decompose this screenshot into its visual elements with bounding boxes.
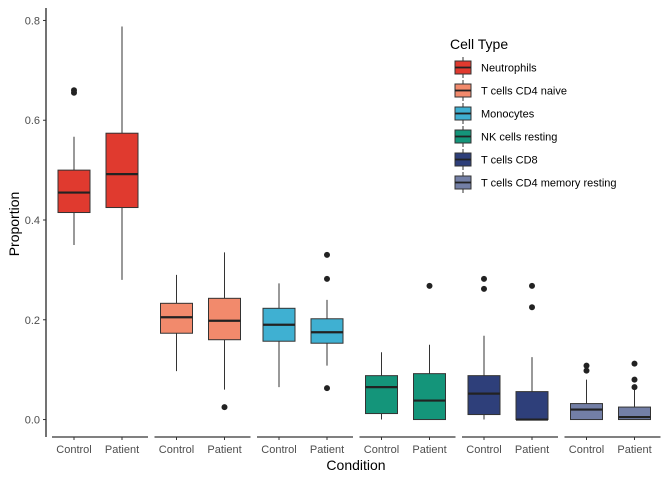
outlier-point (529, 282, 535, 289)
x-tick-label: Control (159, 444, 194, 456)
legend-item-monocytes: Monocytes (454, 103, 535, 124)
x-axis-title: Condition (326, 457, 385, 473)
box-iqr (515, 391, 549, 421)
x-tick-label: Control (364, 444, 399, 456)
plot-area (57, 26, 651, 421)
y-tick-label: 0.6 (25, 115, 40, 127)
box-neutrophils-control (57, 87, 91, 245)
legend-label: T cells CD8 (481, 155, 538, 167)
box-t-cells-cd4-memory-resting-patient (618, 360, 651, 421)
outlier-point (221, 404, 228, 411)
outlier-point (583, 362, 590, 369)
legend: Cell Type Neutrophils T cells CD4 naive Mo… (450, 36, 617, 193)
box-t-cells-cd4-naive-patient (208, 252, 241, 411)
legend-item-t-cells-cd4-memory-resting: T cells CD4 memory resting (454, 172, 617, 193)
box-nk-cells-resting-control (365, 352, 398, 420)
outlier-point (71, 87, 77, 94)
box-monocytes-patient (310, 251, 344, 392)
y-tick-label: 0.2 (25, 315, 40, 327)
y-axis-title: Proportion (6, 192, 22, 257)
legend-item-t-cells-cd4-naive: T cells CD4 naive (454, 80, 567, 101)
box-monocytes-control (262, 283, 296, 388)
x-tick-label: Patient (310, 444, 344, 456)
outlier-point (324, 275, 330, 282)
x-tick-label: Patient (617, 444, 651, 456)
facet-t-cells-cd4-naive (160, 252, 241, 411)
facet-monocytes (262, 251, 344, 392)
x-tick-label: Control (569, 444, 604, 456)
box-t-cells-cd8-patient (515, 282, 549, 421)
legend-item-t-cells-cd8: T cells CD8 (454, 149, 538, 170)
y-tick-label: 0.0 (25, 415, 40, 427)
legend-item-neutrophils: Neutrophils (454, 57, 537, 78)
box-iqr (467, 375, 501, 416)
legend-label: T cells CD4 memory resting (481, 178, 617, 190)
x-tick-label: Patient (515, 444, 549, 456)
facet-neutrophils (57, 26, 139, 280)
facet-t-cells-cd4-memory-resting (570, 360, 651, 421)
box-iqr (365, 375, 398, 415)
outlier-point (481, 275, 487, 282)
box-iqr (570, 403, 603, 421)
legend-label: NK cells resting (481, 132, 557, 144)
legend-label: T cells CD4 naive (481, 86, 567, 98)
outlier-point (324, 251, 330, 258)
x-axis: Control Patient Control Patient Control Patie… (52, 436, 661, 456)
x-tick-label: Patient (105, 444, 139, 456)
legend-item-nk-cells-resting: NK cells resting (454, 126, 557, 147)
outlier-point (481, 285, 487, 292)
outlier-point (631, 384, 638, 391)
x-tick-label: Patient (412, 444, 446, 456)
legend-label: Monocytes (481, 109, 535, 121)
box-t-cells-cd4-naive-control (160, 274, 193, 372)
box-iqr (208, 297, 241, 341)
outlier-point (324, 385, 330, 392)
outlier-point (426, 282, 433, 289)
outlier-point (631, 360, 638, 367)
outlier-point (631, 376, 638, 383)
y-tick-label: 0.4 (25, 215, 40, 227)
outlier-point (529, 304, 535, 311)
x-tick-label: Control (261, 444, 296, 456)
box-t-cells-cd4-memory-resting-control (570, 362, 603, 421)
box-nk-cells-resting-patient (413, 282, 446, 421)
box-neutrophils-patient (105, 26, 139, 280)
y-tick-label: 0.8 (25, 15, 40, 27)
facet-t-cells-cd8 (467, 275, 549, 421)
legend-title: Cell Type (450, 36, 508, 52)
x-tick-label: Patient (207, 444, 241, 456)
x-tick-label: Control (56, 444, 91, 456)
box-iqr (310, 318, 344, 344)
box-iqr (413, 373, 446, 421)
box-iqr (57, 169, 91, 214)
y-axis: 0.0 0.2 0.4 0.6 0.8 (25, 8, 47, 437)
outlier-point (583, 367, 590, 374)
box-t-cells-cd8-control (467, 275, 501, 420)
legend-label: Neutrophils (481, 63, 537, 75)
facet-nk-cells-resting (365, 282, 446, 421)
box-iqr (105, 132, 139, 209)
x-tick-label: Control (466, 444, 501, 456)
